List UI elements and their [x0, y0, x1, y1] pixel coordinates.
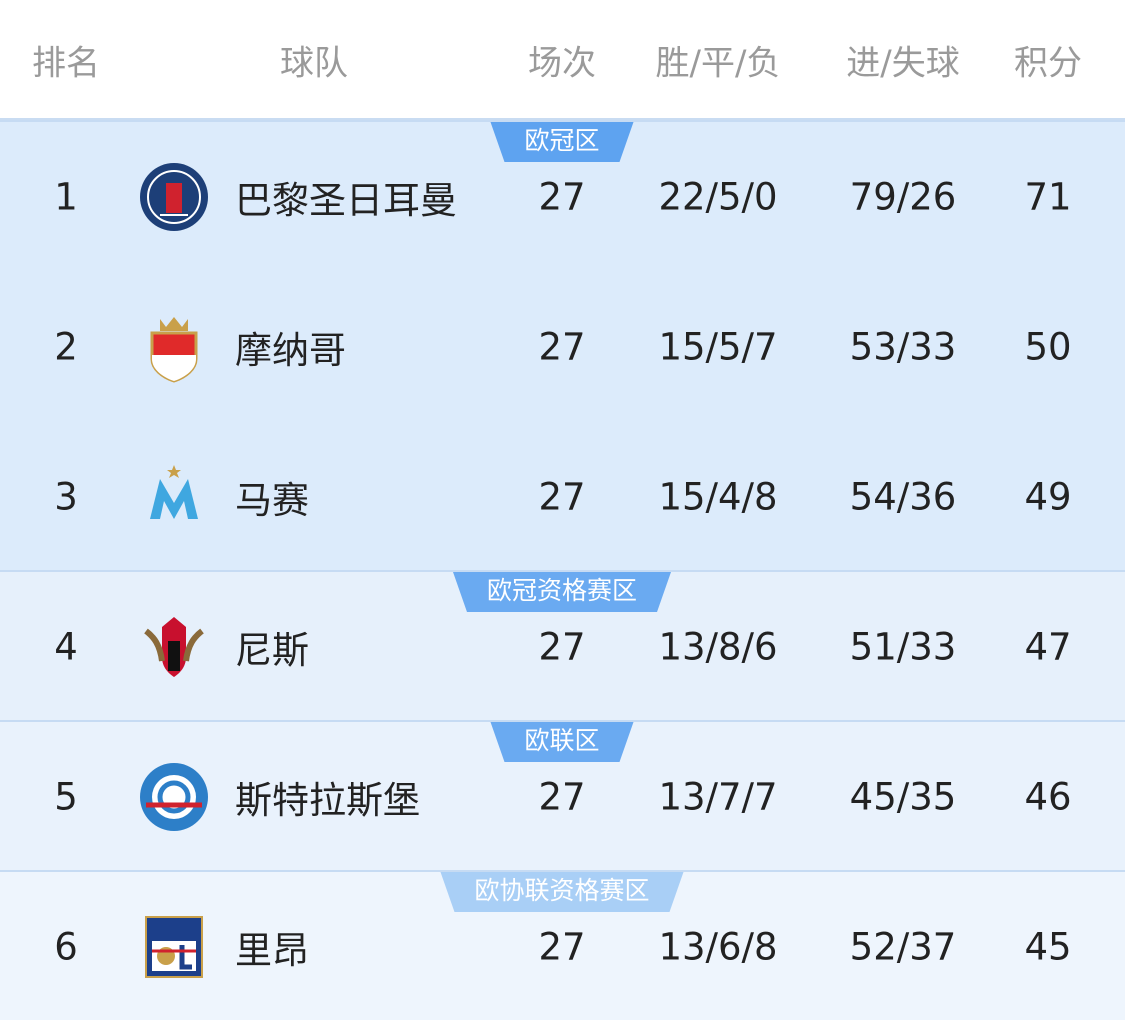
team-logo [144, 617, 204, 677]
record: 13/8/6 [658, 625, 778, 669]
team-logo [140, 763, 208, 831]
points: 47 [1024, 625, 1072, 669]
zone-label: 欧冠资格赛区 [453, 572, 671, 612]
column-header: 场次 [528, 43, 596, 84]
team-name: 里昂 [235, 929, 309, 972]
rank: 5 [54, 775, 78, 819]
team-logo [145, 916, 203, 978]
column-header: 进/失球 [846, 43, 960, 84]
points: 45 [1024, 925, 1072, 969]
played: 27 [538, 325, 586, 369]
points: 50 [1024, 325, 1072, 369]
rank: 6 [54, 925, 78, 969]
zone-label: 欧联区 [490, 722, 633, 762]
played: 27 [538, 925, 586, 969]
zone-section: 欧联区 5 斯特拉斯堡 27 13/7/7 45/35 46 [0, 720, 1125, 870]
team-logo [140, 163, 208, 231]
team-name: 马赛 [235, 479, 309, 522]
rank: 4 [54, 625, 78, 669]
played: 27 [538, 175, 586, 219]
goals: 51/33 [849, 625, 957, 669]
rank: 2 [54, 325, 78, 369]
column-header: 排名 [32, 43, 100, 84]
record: 13/7/7 [658, 775, 778, 819]
record: 22/5/0 [658, 175, 778, 219]
zone-label: 欧协联资格赛区 [440, 872, 683, 912]
record: 15/4/8 [658, 475, 778, 519]
team-name: 摩纳哥 [235, 329, 346, 372]
goals: 53/33 [849, 325, 957, 369]
column-header: 积分 [1014, 43, 1082, 84]
team-logo [150, 317, 198, 383]
team-name: 巴黎圣日耳曼 [235, 179, 457, 222]
points: 49 [1024, 475, 1072, 519]
team-name: 斯特拉斯堡 [235, 779, 420, 822]
played: 27 [538, 625, 586, 669]
points: 71 [1024, 175, 1072, 219]
team-logo [150, 465, 198, 519]
zone-section: 欧协联资格赛区 6 里昂 27 13/6/8 52/37 45 [0, 870, 1125, 1020]
zone-section: 欧冠区 1 巴黎圣日耳曼 27 22/5/0 79/26 71 2 摩纳哥 27 15/5/7 53/… [0, 120, 1125, 570]
goals: 79/26 [849, 175, 957, 219]
played: 27 [538, 475, 586, 519]
points: 46 [1024, 775, 1072, 819]
column-header: 胜/平/负 [655, 43, 781, 84]
rank: 1 [54, 175, 78, 219]
goals: 54/36 [849, 475, 957, 519]
record: 15/5/7 [658, 325, 778, 369]
zone-section: 欧冠资格赛区 4 尼斯 27 13/8/6 51/33 47 [0, 570, 1125, 720]
table-header: 排名 球队 场次 胜/平/负 进/失球 积分 [0, 0, 1125, 120]
played: 27 [538, 775, 586, 819]
goals: 52/37 [849, 925, 957, 969]
goals: 45/35 [849, 775, 957, 819]
record: 13/6/8 [658, 925, 778, 969]
team-name: 尼斯 [235, 629, 309, 672]
rank: 3 [54, 475, 78, 519]
column-header: 球队 [280, 43, 348, 84]
zone-label: 欧冠区 [490, 122, 633, 162]
